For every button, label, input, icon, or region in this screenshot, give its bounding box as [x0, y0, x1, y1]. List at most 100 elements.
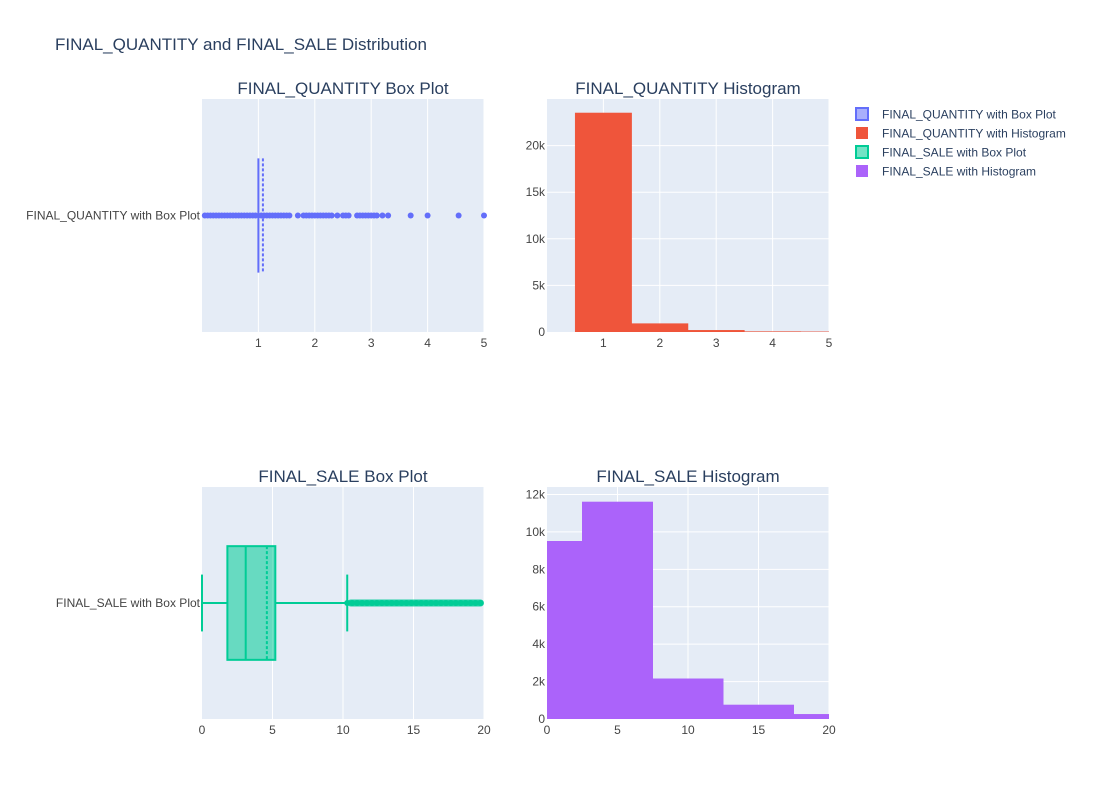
subplot-2: FINAL_QUANTITY Histogram 1 2 3 4 5 0 5k 10k 15k 20…: [526, 79, 833, 350]
histogram-bar: [687, 330, 745, 332]
histogram-bar: [547, 541, 583, 719]
outlier-point: [393, 600, 400, 606]
x-tick-label: 5: [269, 723, 276, 737]
x-tick-label: 5: [826, 336, 833, 350]
y-tick-label: 10k: [526, 525, 546, 539]
outlier-point: [424, 212, 431, 219]
outlier-point: [428, 600, 435, 606]
figure-title: FINAL_QUANTITY and FINAL_SALE Distributi…: [55, 35, 427, 54]
x-tick-label: 1: [255, 336, 262, 350]
legend-label: FINAL_QUANTITY with Box Plot: [882, 108, 1056, 122]
outlier-point: [286, 212, 293, 219]
x-tick-label: 4: [769, 336, 776, 350]
histogram-bar: [574, 112, 632, 332]
outlier-point: [408, 600, 415, 606]
x-tick-label: 10: [336, 723, 350, 737]
y-tick-label: 5k: [532, 278, 546, 292]
x-tick-label: 3: [713, 336, 720, 350]
subplot-title: FINAL_SALE Box Plot: [258, 467, 427, 486]
outlier-point: [328, 212, 335, 219]
y-tick-label: 20k: [526, 139, 546, 153]
legend-label: FINAL_SALE with Histogram: [882, 165, 1036, 179]
outlier-point: [433, 600, 440, 606]
outlier-point: [373, 212, 380, 219]
outlier-point: [383, 600, 390, 606]
x-tick-label: 0: [199, 723, 206, 737]
subplot-3: FINAL_SALE Box Plot 0 5 10 15 20 FINAL_SALE wi…: [56, 467, 491, 737]
outlier-point: [467, 600, 474, 606]
outlier-point: [334, 212, 341, 219]
y-tick-label: 4k: [532, 637, 546, 651]
outlier-point: [368, 600, 375, 606]
legend-swatch: [855, 145, 869, 159]
outlier-point: [472, 600, 479, 606]
outlier-point: [462, 600, 469, 606]
y-tick-label: 10k: [526, 232, 546, 246]
outlier-point: [398, 600, 405, 606]
outlier-point: [423, 600, 430, 606]
outlier-point: [477, 600, 484, 606]
x-tick-label: 5: [481, 336, 488, 350]
subplot-1: FINAL_QUANTITY Box Plot 1 2 3 4 5 FINAL_QUANTI…: [26, 79, 488, 350]
histogram-bar: [652, 678, 724, 719]
x-tick-label: 15: [407, 723, 421, 737]
histogram-bar: [723, 704, 794, 719]
outlier-point: [379, 212, 386, 219]
outlier-point: [403, 600, 410, 606]
x-tick-label: 2: [311, 336, 318, 350]
legend-swatch: [855, 107, 869, 121]
outlier-point: [385, 212, 392, 219]
subplot-title: FINAL_QUANTITY Histogram: [575, 79, 800, 98]
legend-item[interactable]: FINAL_QUANTITY with Box Plot: [855, 107, 1056, 122]
legend-item[interactable]: FINAL_SALE with Histogram: [856, 165, 1036, 179]
outlier-point: [442, 600, 449, 606]
outlier-point: [359, 600, 366, 606]
legend[interactable]: FINAL_QUANTITY with Box Plot FINAL_QUANTI…: [855, 107, 1066, 179]
outlier-point: [437, 600, 444, 606]
x-tick-label: 5: [614, 723, 621, 737]
outlier-point: [373, 600, 380, 606]
legend-label: FINAL_SALE with Box Plot: [882, 146, 1027, 160]
x-tick-label: 2: [656, 336, 663, 350]
outlier-point: [447, 600, 454, 606]
legend-swatch: [856, 165, 868, 177]
subplot-4: FINAL_SALE Histogram 0 5 10 15 20 0 2k 4k 6k 8k 10k…: [526, 467, 836, 737]
bars: [547, 501, 829, 719]
x-tick-label: 20: [822, 723, 836, 737]
subplot-title: FINAL_SALE Histogram: [596, 467, 779, 486]
outlier-point: [455, 212, 462, 219]
outlier-point: [344, 600, 351, 606]
legend-item[interactable]: FINAL_QUANTITY with Histogram: [856, 127, 1066, 141]
box-iqr: [226, 545, 277, 661]
histogram-bar: [582, 501, 653, 719]
legend-swatch: [856, 127, 868, 139]
x-tick-label: 4: [424, 336, 431, 350]
bars: [574, 112, 829, 332]
outlier-point: [452, 600, 459, 606]
y-tick-label: 2k: [532, 675, 546, 689]
y-tick-label: 0: [538, 325, 545, 339]
x-tick-label: 15: [752, 723, 766, 737]
histogram-bar: [631, 323, 689, 332]
legend-label: FINAL_QUANTITY with Histogram: [882, 127, 1066, 141]
outlier-point: [294, 212, 301, 219]
outlier-point: [345, 212, 352, 219]
x-tick-label: 1: [600, 336, 607, 350]
outlier-point: [378, 600, 385, 606]
outlier-point: [363, 600, 370, 606]
legend-item[interactable]: FINAL_SALE with Box Plot: [855, 145, 1027, 160]
x-tick-label: 0: [544, 723, 551, 737]
box-trace: [201, 545, 484, 661]
y-category-label: FINAL_SALE with Box Plot: [56, 596, 201, 610]
histogram-bar: [793, 714, 829, 719]
outlier-point: [252, 212, 259, 219]
x-tick-label: 20: [477, 723, 491, 737]
x-tick-label: 10: [681, 723, 695, 737]
y-tick-label: 12k: [526, 487, 546, 501]
outlier-point: [481, 212, 487, 219]
y-category-label: FINAL_QUANTITY with Box Plot: [26, 209, 200, 223]
y-tick-label: 6k: [532, 600, 546, 614]
outlier-point: [413, 600, 420, 606]
subplot-title: FINAL_QUANTITY Box Plot: [237, 79, 449, 98]
